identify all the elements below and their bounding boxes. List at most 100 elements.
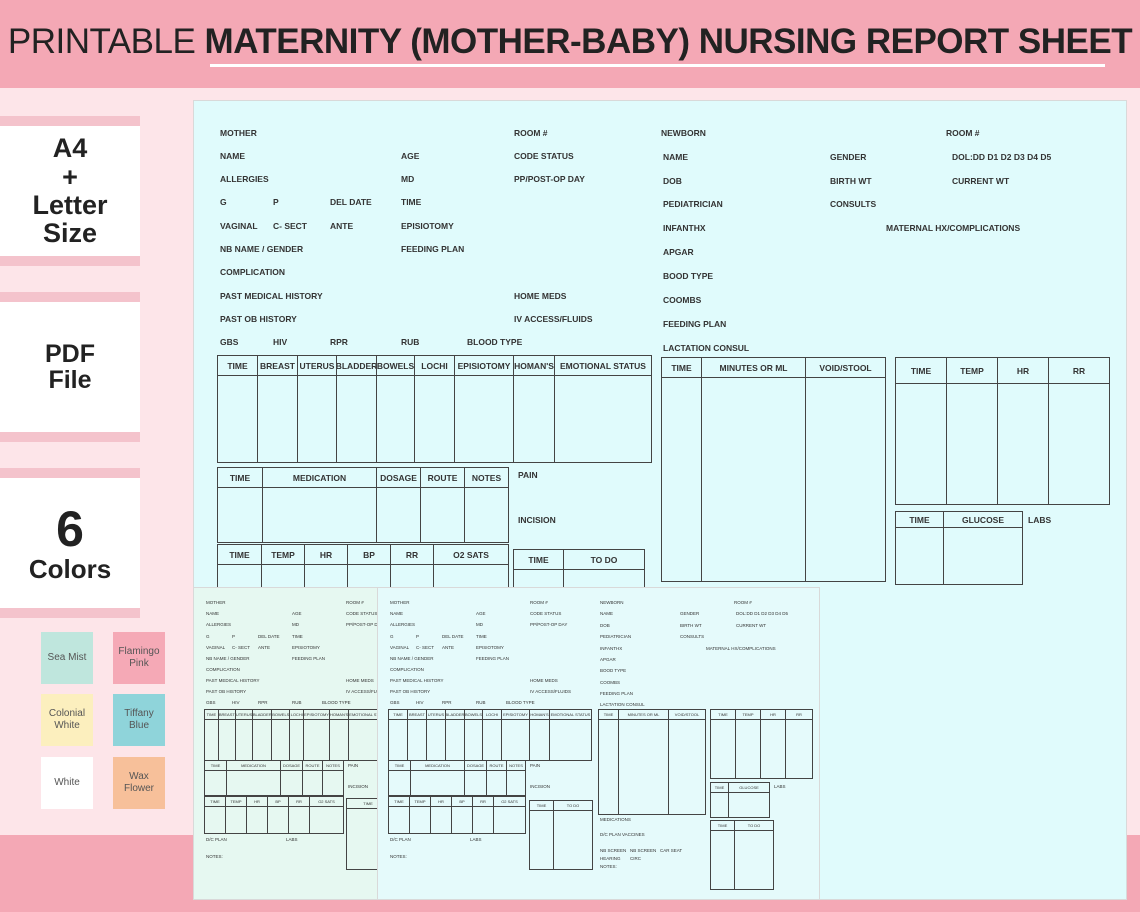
size-line-4: Size [42,218,98,249]
th-uterus: UTERUS [298,356,336,376]
th: EPISIOTOMY [502,710,529,720]
th: HR [431,797,451,807]
mini-nb-name: NB NAME / GENDER [390,656,434,661]
th: LOCHI [290,710,304,720]
mini-time: TIME [292,634,303,639]
mini-circ: CIRC [630,856,641,861]
mother-time-label: TIME [401,197,422,207]
mini-nb-screen-2: NB SCREEN [630,848,657,853]
th-to-do: TO DO [564,550,644,570]
mini-glucose-table: TIME GLUCOSE [710,782,770,818]
mini-age: AGE [476,611,486,616]
mini-birth-wt: BIRTH WT [680,623,702,628]
mini-todo-table: TIME TO DO [529,800,593,870]
mini-consults: CONSULTS [680,634,705,639]
th: BREAST [218,710,235,720]
mother-rub-label: RUB [401,337,420,347]
th: EMOTIONAL STATUS [550,710,591,720]
newborn-heading: NEWBORN [661,128,706,138]
swatch-label: Tiffany Blue [124,708,154,731]
title-banner [0,0,1140,88]
th: BP [268,797,288,807]
mini-labs: LABS [470,837,482,842]
mini-hiv: HIV [232,700,240,705]
mini-iv: IV ACCESS/FLUIDS [530,689,572,694]
medication-table: TIME MEDICATION DOSAGE ROUTE NOTES [217,467,509,543]
mini-maternal-hx: MATERNAL HX/COMPLICATIONS [706,646,776,651]
feeding-table: TIME MINUTES OR ML VOID/STOOL [661,357,886,582]
mini-vaginal: VAGINAL [206,645,226,650]
th: MEDICATION [411,761,464,771]
th: DOSAGE [281,761,302,771]
th: HR [761,710,785,720]
mini-feeding-table: TIME MINUTES OR ML VOID/STOOL [598,709,706,815]
mini-p: P [232,634,236,639]
th-time: TIME [896,512,943,528]
vitals-table: TIME TEMP HR BP RR O2 SATS [217,544,509,589]
th: HOMAN'S [530,710,549,720]
newborn-consults-label: CONSULTS [830,199,877,209]
mother-home-meds-label: HOME MEDS [514,291,567,301]
mother-name-label: NAME [220,151,246,161]
title-underline [210,64,1105,67]
mini-incision: INCISION [348,784,369,789]
mini-gbs: GBS [390,700,400,705]
swatch-flamingo-pink: Flamingo Pink [113,632,165,684]
mini-ante: ANTE [258,645,271,650]
th-rr: RR [391,545,433,565]
th: BREAST [408,710,426,720]
mother-allergies-label: ALLERGIES [220,174,269,184]
th: RR [289,797,309,807]
newborn-maternal-hx-label: MATERNAL HX/COMPLICATIONS [886,223,1021,233]
glucose-table: TIME GLUCOSE [895,511,1023,585]
th: TEMP [736,710,760,720]
mother-room-label: ROOM # [514,128,548,138]
file-line-1: PDF [45,339,95,368]
th: TIME [599,710,618,720]
newborn-blood-type-label: BOOD TYPE [663,271,714,281]
th: HOMAN'S [329,710,349,720]
mini-del-date: DEL DATE [258,634,280,639]
mini-rub: RUB [476,700,486,705]
swatch-label: Wax Flower [123,771,154,794]
mini-pain: PAIN [348,763,359,768]
title-main: MATERNITY (MOTHER-BABY) NURSING REPORT S… [204,22,1133,61]
mini-dol: DOL:DD D1 D2 D3 D4 D5 [736,611,789,616]
th-hr: HR [998,358,1048,384]
swatch-label: Flamingo Pink [118,646,160,669]
th-time: TIME [514,550,563,570]
th: TO DO [735,821,773,831]
th-bp: BP [348,545,390,565]
mini-nb-screen: NB SCREEN [600,848,627,853]
mini-labs: LABS [286,837,298,842]
mini-rub: RUB [292,700,302,705]
mother-pp-day-label: PP/POST-OP DAY [514,174,585,184]
mini-assessment-table: TIME BREAST UTERUS BLADDER BOWELS LOCHI … [388,709,592,761]
size-line-1: A4 [52,133,88,164]
mother-ante-label: ANTE [330,221,354,231]
mini-name: NAME [600,611,614,616]
th: EMOTIONAL STATUS [349,710,389,720]
mini-mother: MOTHER [206,600,226,605]
mini-medication-table: TIME MEDICATION DOSAGE ROUTE NOTES [204,760,344,796]
mini-age: AGE [292,611,302,616]
mini-pain: PAIN [530,763,541,768]
th: TIME [389,710,407,720]
mother-hiv-label: HIV [273,337,288,347]
th: BLADDER [446,710,464,720]
th-episiotomy: EPISIOTOMY [455,356,513,376]
badge-stripe [0,256,140,266]
th: TIME [347,799,389,809]
mini-notes: NOTES: [600,864,617,869]
mother-blood-type-label: BLOOD TYPE [467,337,523,347]
mini-bood-type: BOOD TYPE [600,668,627,673]
th-bowels: BOWELS [377,356,414,376]
th-breast: BREAST [258,356,297,376]
th: O2 SATS [494,797,525,807]
th-notes: NOTES [465,468,508,488]
mini-nb-vitals-table: TIME TEMP HR RR [710,709,813,779]
mother-age-label: AGE [401,151,420,161]
file-badge: PDF File [0,302,140,432]
swatch-colonial-white: Colonial White [41,694,93,746]
th: VOID/STOOL [669,710,705,720]
